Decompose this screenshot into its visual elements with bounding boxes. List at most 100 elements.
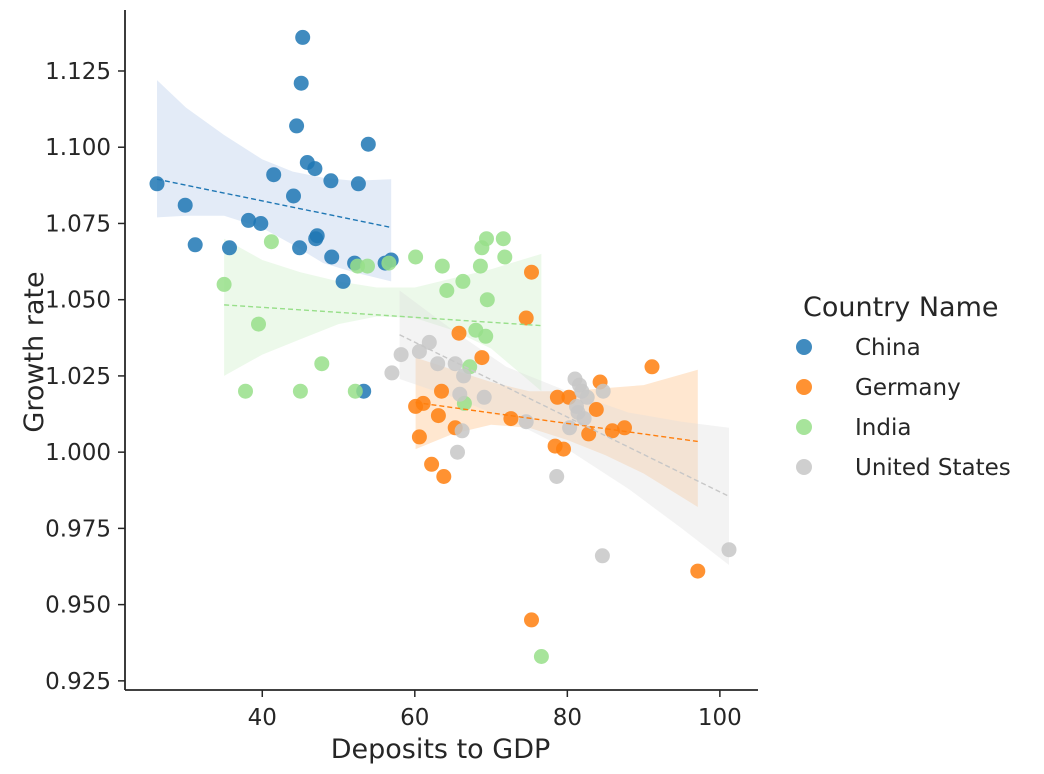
data-point-0-16	[323, 173, 339, 189]
data-point-1-9	[474, 350, 490, 366]
data-point-2-19	[478, 328, 494, 344]
data-point-1-15	[549, 389, 565, 405]
legend-label: United States	[855, 455, 1011, 481]
data-point-2-22	[495, 231, 511, 247]
y-tick-label: 1.125	[45, 59, 111, 85]
data-point-1-12	[524, 264, 539, 280]
data-point-2-3	[263, 234, 279, 250]
data-point-2-12	[439, 283, 455, 298]
data-point-0-13	[307, 161, 323, 177]
data-point-1-8	[451, 325, 467, 341]
data-point-1-16	[556, 441, 571, 457]
data-point-0-15	[309, 228, 325, 244]
data-point-2-8	[360, 258, 375, 274]
data-point-1-23	[644, 359, 660, 375]
data-point-2-24	[533, 649, 549, 664]
data-point-1-6	[436, 469, 452, 484]
y-tick-label: 1.050	[45, 288, 111, 314]
data-point-0-0	[149, 176, 165, 192]
data-point-2-5	[314, 356, 330, 372]
regression-line-2	[224, 304, 542, 327]
data-point-0-20	[350, 176, 366, 192]
data-point-0-11	[295, 29, 311, 45]
data-point-3-23	[721, 542, 737, 558]
data-point-1-2	[415, 395, 431, 411]
data-point-2-9	[381, 255, 397, 271]
data-point-3-0	[384, 365, 400, 381]
data-point-3-9	[456, 368, 472, 384]
legend-title: Country Name	[803, 292, 999, 323]
data-point-1-11	[518, 310, 534, 326]
y-tick-label: 0.925	[45, 669, 111, 695]
y-tick-label: 1.025	[45, 364, 111, 390]
x-tick-label: 40	[248, 705, 277, 731]
legend-marker	[796, 339, 812, 355]
data-point-3-1	[393, 347, 409, 363]
data-point-1-3	[424, 456, 440, 472]
data-point-2-20	[479, 231, 494, 247]
data-point-0-22	[360, 136, 376, 152]
legend-marker	[796, 459, 812, 475]
data-point-0-7	[286, 188, 301, 204]
y-tick-label: 1.075	[45, 211, 111, 237]
data-point-2-11	[434, 258, 450, 274]
legend-label: Germany	[855, 375, 961, 401]
data-point-3-2	[411, 344, 427, 359]
data-point-3-10	[476, 389, 492, 405]
y-tick-label: 0.950	[45, 593, 111, 619]
data-point-0-8	[289, 118, 305, 134]
data-point-0-2	[187, 237, 203, 253]
data-point-2-23	[497, 249, 513, 265]
data-point-1-18	[581, 426, 597, 442]
data-point-3-12	[549, 469, 565, 484]
data-point-1-19	[588, 402, 604, 417]
data-point-2-2	[251, 316, 266, 332]
data-point-3-6	[450, 444, 465, 460]
legend-label: China	[855, 335, 921, 361]
data-point-3-20	[579, 389, 595, 405]
y-tick-label: 0.975	[45, 516, 111, 542]
data-point-0-6	[266, 167, 282, 183]
legend-label: India	[855, 415, 911, 441]
data-point-3-3	[421, 334, 437, 350]
data-point-3-22	[595, 383, 611, 399]
data-point-3-7	[452, 386, 468, 402]
data-point-0-9	[292, 240, 308, 256]
data-point-1-22	[617, 420, 632, 436]
data-point-0-3	[222, 240, 237, 256]
x-tick-label: 80	[553, 705, 582, 731]
data-point-1-21	[604, 423, 620, 439]
legend-marker	[796, 419, 812, 435]
data-point-0-5	[253, 216, 269, 231]
data-point-0-4	[241, 212, 256, 228]
legend-marker	[796, 379, 812, 395]
data-point-1-13	[524, 612, 539, 628]
data-point-3-19	[576, 411, 592, 427]
data-point-1-24	[690, 563, 706, 579]
data-point-2-17	[472, 258, 488, 274]
y-tick-label: 1.000	[45, 440, 111, 466]
data-point-1-1	[411, 429, 427, 445]
data-point-3-5	[447, 356, 463, 372]
data-point-0-10	[293, 75, 309, 91]
x-axis-label: Deposits to GDP	[331, 734, 551, 765]
data-point-2-13	[455, 273, 471, 289]
y-tick-label: 1.100	[45, 135, 111, 161]
data-point-3-21	[594, 548, 610, 564]
data-point-3-8	[454, 423, 470, 439]
data-point-2-1	[238, 383, 253, 399]
y-axis-label: Growth rate	[19, 271, 50, 432]
data-point-3-13	[562, 420, 578, 436]
data-point-2-6	[347, 383, 363, 399]
data-point-0-17	[324, 249, 340, 265]
data-point-3-4	[430, 356, 446, 372]
data-point-2-10	[408, 249, 424, 265]
data-point-2-4	[292, 383, 308, 399]
data-point-1-4	[430, 408, 446, 424]
x-tick-label: 60	[400, 705, 429, 731]
data-point-1-5	[434, 383, 449, 399]
data-point-0-1	[177, 197, 193, 213]
data-point-0-18	[335, 273, 351, 289]
data-point-1-10	[503, 411, 519, 427]
